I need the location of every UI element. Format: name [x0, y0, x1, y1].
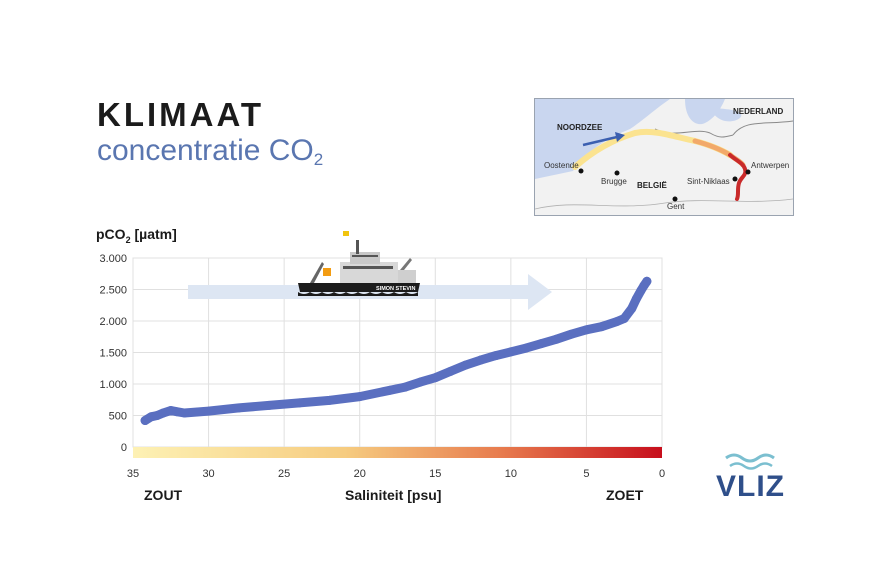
- y-tick-label: 3.000: [99, 253, 127, 265]
- data-point: [536, 339, 546, 349]
- data-point: [642, 276, 652, 286]
- y-tick-labels: 0 500 1.000 1.500 2.000 2.500 3.000: [99, 253, 127, 454]
- estuary-map: NOORDZEE NEDERLAND Oostende Brugge BELGI…: [534, 98, 794, 216]
- y-tick-label: 500: [109, 411, 127, 423]
- data-point: [385, 385, 395, 395]
- data-point: [415, 377, 425, 387]
- label-zout: ZOUT: [144, 487, 183, 503]
- y-axis-label-unit: [µatm]: [130, 226, 177, 242]
- data-point: [179, 408, 189, 418]
- y-tick-label: 2.000: [99, 316, 127, 328]
- x-tick-label: 30: [202, 468, 214, 480]
- x-tick-label: 5: [583, 468, 589, 480]
- data-point: [491, 351, 501, 361]
- city-dot-sint-niklaas: [732, 176, 738, 182]
- data-point: [627, 303, 637, 313]
- city-dot-brugge: [614, 170, 620, 176]
- map-label-sint-niklaas: Sint-Niklaas: [687, 177, 730, 186]
- label-zoet: ZOET: [606, 487, 644, 503]
- data-point: [581, 325, 591, 335]
- map-label-belgie: BELGIË: [637, 181, 667, 190]
- vliz-logo: VLIZ: [716, 450, 796, 505]
- map-drawing: [535, 99, 793, 210]
- map-label-oostende: Oostende: [544, 161, 579, 170]
- data-point: [506, 347, 516, 357]
- data-point: [264, 400, 274, 410]
- region-line: [535, 198, 793, 210]
- map-label-noordzee: NOORDZEE: [557, 123, 603, 132]
- subtitle-subscript: 2: [313, 150, 324, 169]
- estuary-water: [685, 99, 725, 125]
- y-tick-label: 1.000: [99, 379, 127, 391]
- scheldt-mouth: [710, 105, 742, 122]
- city-dot-gent: [672, 196, 678, 202]
- map-label-nederland: NEDERLAND: [733, 107, 784, 116]
- salinity-gradient-bar: [133, 447, 662, 458]
- x-tick-label: 0: [659, 468, 665, 480]
- map-label-gent: Gent: [667, 202, 685, 211]
- data-point: [172, 407, 182, 417]
- data-point: [566, 329, 576, 339]
- data-point: [461, 360, 471, 370]
- sea-area: [535, 99, 670, 179]
- x-tick-label: 35: [127, 468, 139, 480]
- data-point: [631, 294, 641, 304]
- data-point: [619, 313, 629, 323]
- y-axis-label: pCO2 [µatm]: [96, 226, 177, 245]
- river-fresh-section: [728, 153, 748, 201]
- pco2-line: [140, 276, 652, 425]
- data-point: [430, 373, 440, 383]
- data-point: [355, 392, 365, 402]
- data-point: [204, 406, 214, 416]
- data-point: [551, 334, 561, 344]
- data-point: [158, 408, 168, 418]
- flow-arrow-head: [615, 132, 625, 142]
- data-point: [597, 322, 607, 332]
- x-tick-label: 25: [278, 468, 290, 480]
- data-point: [521, 343, 531, 353]
- data-point: [324, 395, 334, 405]
- map-label-antwerpen: Antwerpen: [751, 161, 790, 170]
- x-tick-label: 20: [354, 468, 366, 480]
- y-axis-label-sub: 2: [125, 234, 131, 245]
- y-tick-label: 1.500: [99, 348, 127, 360]
- x-tick-labels: 35 30 25 20 15 10 5 0: [127, 468, 665, 480]
- y-tick-label: 2.500: [99, 285, 127, 297]
- x-tick-label: 10: [505, 468, 517, 480]
- y-axis-label-main: pCO: [96, 226, 126, 242]
- city-dot-antwerpen: [745, 169, 751, 175]
- x-tick-label: 15: [429, 468, 441, 480]
- map-label-brugge: Brugge: [601, 177, 627, 186]
- page-title: KLIMAAT: [97, 96, 265, 133]
- page-subtitle: concentratie CO2: [97, 134, 323, 170]
- x-axis-label: Saliniteit [psu]: [345, 487, 442, 503]
- logo-waves-icon: [725, 453, 775, 470]
- data-point: [294, 398, 304, 408]
- ship-name: SIMON STEVIN: [376, 286, 415, 292]
- border-line-nl: [732, 120, 793, 136]
- data-points: [140, 276, 652, 426]
- logo-text: VLIZ: [716, 470, 785, 503]
- y-tick-label: 0: [121, 442, 127, 454]
- research-ship-icon: [298, 231, 420, 296]
- data-point: [612, 317, 622, 327]
- data-point: [445, 366, 455, 376]
- flow-arrow: [582, 135, 618, 147]
- data-point: [234, 403, 244, 413]
- city-dot-oostende: [578, 168, 584, 174]
- subtitle-text: concentratie CO: [97, 134, 314, 167]
- data-point: [476, 355, 486, 365]
- data-point: [400, 382, 410, 392]
